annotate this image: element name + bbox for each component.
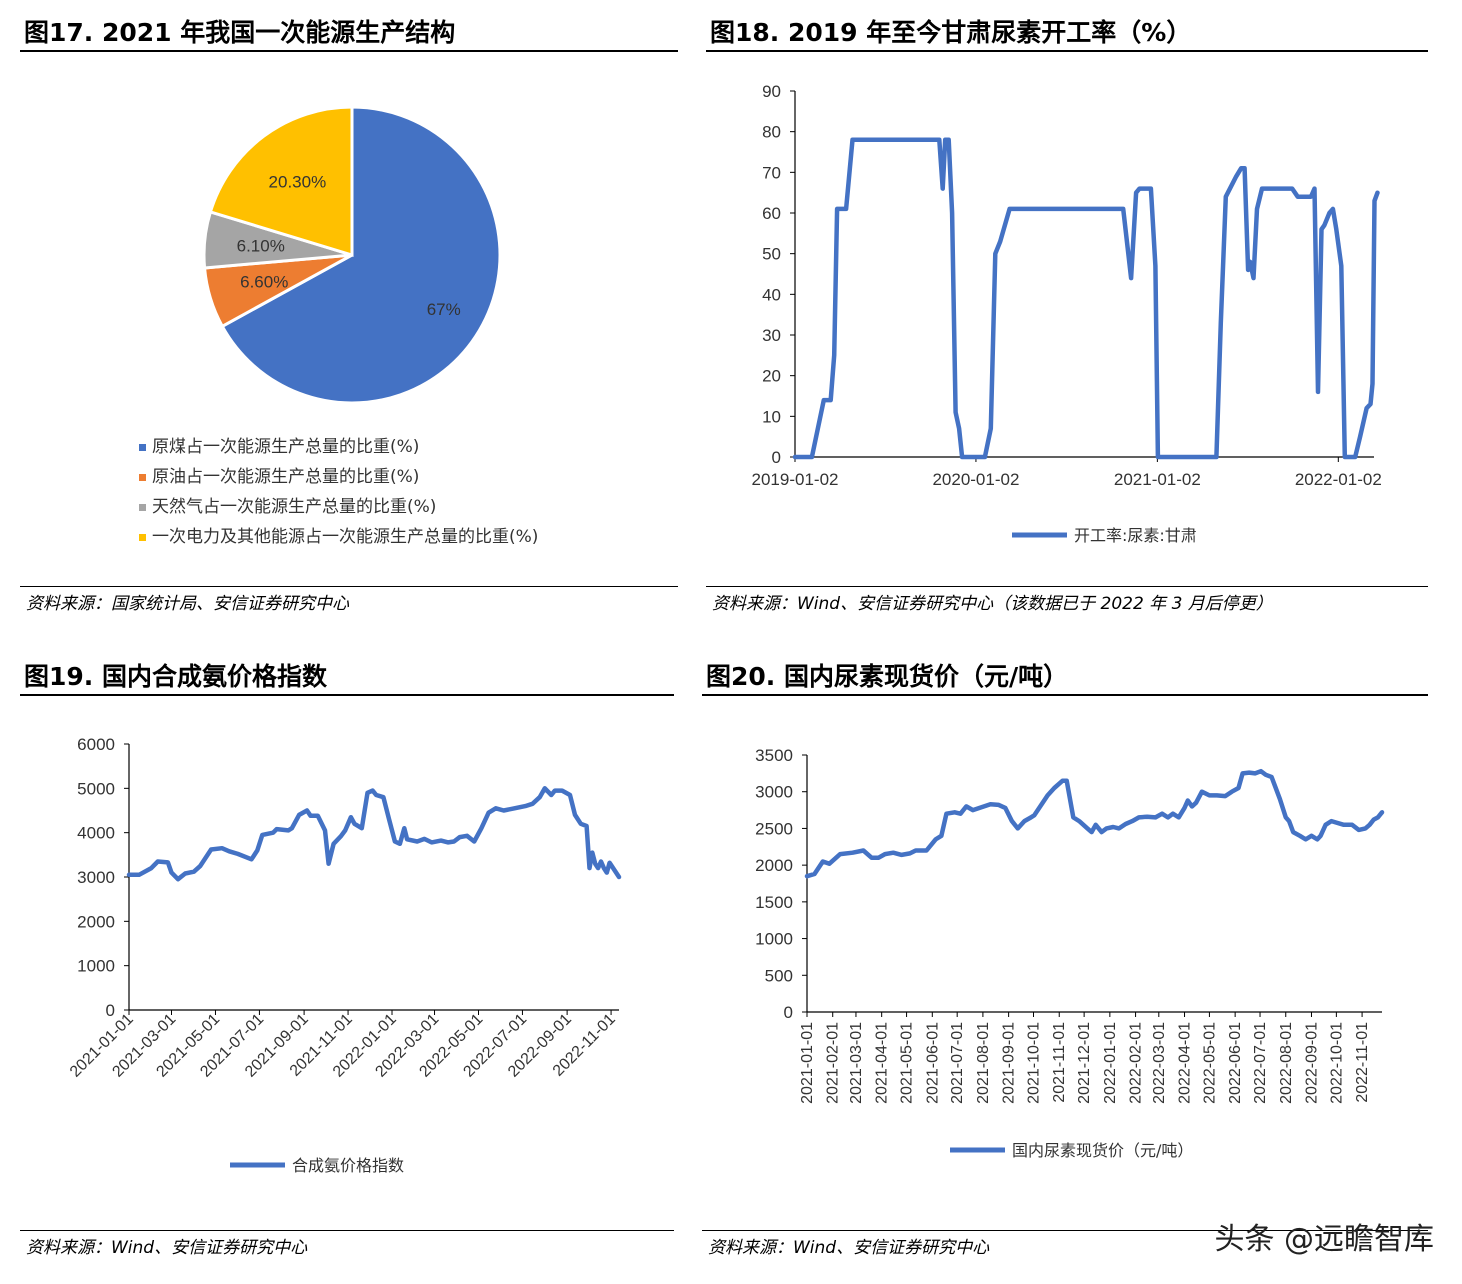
source-18: 资料来源：Wind、安信证券研究中心（该数据已于 2022 年 3 月后停更）	[712, 594, 1273, 614]
legend-label: 合成氨价格指数	[292, 1156, 404, 1175]
x-tick-label-4: 2021-05-01	[899, 1022, 916, 1104]
legend-label-2: 天然气占一次能源生产总量的比重(%)	[152, 497, 436, 517]
x-tick-label-18: 2022-07-01	[1252, 1022, 1269, 1104]
y-tick-label-6: 6000	[77, 735, 115, 754]
title-rule-17	[20, 50, 678, 52]
x-tick-label-16: 2022-05-01	[1201, 1022, 1218, 1104]
x-tick-label-13: 2022-02-01	[1128, 1022, 1145, 1104]
chart-title-19: 图19. 国内合成氨价格指数	[24, 662, 327, 691]
source-rule-20	[702, 1230, 1428, 1231]
y-tick-label-3: 30	[762, 326, 781, 345]
x-tick-label-10: 2021-11-01	[1051, 1022, 1068, 1103]
title-rule-20	[702, 694, 1428, 696]
y-tick-label-6: 60	[762, 204, 781, 223]
x-tick-label-3: 2022-01-02	[1295, 470, 1382, 489]
pie-label-0: 67%	[427, 300, 461, 319]
line-chart-20: 0 500 1000 1500 2000 2500 3000 3500 2021-01-01 20…	[755, 746, 1385, 1160]
series-line	[126, 786, 622, 882]
legend-marker-2	[139, 504, 146, 511]
y-tick-label-3: 1500	[755, 893, 793, 912]
pie-slice-3	[208, 105, 354, 258]
pie-label-2: 6.10%	[237, 237, 285, 256]
title-rule-18	[706, 50, 1428, 52]
source-17: 资料来源：国家统计局、安信证券研究中心	[26, 594, 349, 614]
legend-marker-3	[139, 534, 146, 541]
y-tick-label-7: 70	[762, 163, 781, 182]
chart-title-20: 图20. 国内尿素现货价（元/吨）	[706, 662, 1069, 691]
y-tick-label-2: 1000	[755, 930, 793, 949]
y-tick-label-9: 90	[762, 82, 781, 101]
x-tick-label-6: 2021-07-01	[949, 1022, 966, 1104]
y-tick-label-2: 20	[762, 367, 781, 386]
x-tick-label-21: 2022-10-01	[1328, 1022, 1345, 1104]
y-tick-label-4: 2000	[755, 856, 793, 875]
y-tick-label-5: 50	[762, 245, 781, 264]
x-tick-label-17: 2022-06-01	[1227, 1022, 1244, 1104]
y-tick-label-1: 10	[762, 407, 781, 426]
legend-label-3: 一次电力及其他能源占一次能源生产总量的比重(%)	[152, 527, 538, 547]
source-20: 资料来源：Wind、安信证券研究中心	[708, 1238, 990, 1258]
y-tick-label-1: 1000	[77, 957, 115, 976]
legend-label: 国内尿素现货价（元/吨）	[1012, 1141, 1193, 1160]
x-tick-label-7: 2021-08-01	[975, 1022, 992, 1104]
legend-label-1: 原油占一次能源生产总量的比重(%)	[152, 467, 419, 487]
legend-label-0: 原煤占一次能源生产总量的比重(%)	[152, 437, 419, 457]
x-tick-label-19: 2022-08-01	[1278, 1022, 1295, 1104]
x-tick-label-2: 2021-03-01	[848, 1022, 865, 1104]
title-rule-19	[20, 694, 674, 696]
pie-label-3: 20.30%	[269, 172, 327, 191]
source-19: 资料来源：Wind、安信证券研究中心	[26, 1238, 308, 1258]
source-rule-17	[20, 586, 678, 587]
y-tick-label-5: 2500	[755, 819, 793, 838]
x-tick-label-9: 2021-10-01	[1026, 1022, 1043, 1104]
pie-slice-0	[220, 105, 502, 405]
legend-marker-1	[139, 474, 146, 481]
y-tick-label-7: 3500	[755, 746, 793, 765]
x-tick-label-0: 2021-01-01	[799, 1022, 816, 1104]
x-tick-label-14: 2022-03-01	[1151, 1022, 1168, 1104]
source-rule-18	[706, 586, 1428, 587]
x-tick-label-1: 2020-01-02	[932, 470, 1019, 489]
y-tick-label-5: 5000	[77, 779, 115, 798]
y-tick-label-0: 0	[772, 448, 781, 467]
x-tick-label-8: 2021-09-01	[1001, 1022, 1018, 1104]
series-line	[792, 137, 1380, 460]
watermark: 头条 @远瞻智库	[1214, 1222, 1434, 1257]
chart-title-17: 图17. 2021 年我国一次能源生产结构	[24, 18, 456, 47]
x-tick-label-20: 2022-09-01	[1303, 1022, 1320, 1104]
legend-marker-0	[139, 444, 146, 451]
y-tick-label-6: 3000	[755, 783, 793, 802]
y-tick-label-4: 40	[762, 285, 781, 304]
x-tick-label-3: 2021-04-01	[874, 1022, 891, 1104]
x-tick-label-12: 2022-01-01	[1102, 1022, 1119, 1104]
pie-label-1: 6.60%	[240, 273, 288, 292]
y-tick-label-0: 0	[106, 1001, 115, 1020]
x-tick-label-5: 2021-06-01	[924, 1022, 941, 1104]
legend-label: 开工率:尿素:甘肃	[1074, 526, 1197, 545]
x-tick-label-22: 2022-11-01	[1354, 1022, 1371, 1103]
x-tick-label-0: 2019-01-02	[752, 470, 839, 489]
pie-chart-17: 67% 6.60% 6.10% 20.30% 原煤占一次能源生产总量的比重(%) 原油占一…	[139, 105, 538, 547]
line-chart-18: 0 10 20 30 40 50 60 70 80 90 2019-01-02 2020-01-02 2…	[752, 82, 1382, 545]
y-tick-label-0: 0	[784, 1003, 793, 1022]
x-tick-label-11: 2021-12-01	[1076, 1022, 1093, 1104]
y-tick-label-3: 3000	[77, 868, 115, 887]
x-tick-label-15: 2022-04-01	[1177, 1022, 1194, 1104]
source-rule-19	[20, 1230, 674, 1231]
y-tick-label-8: 80	[762, 123, 781, 142]
chart-title-18: 图18. 2019 年至今甘肃尿素开工率（%）	[710, 18, 1192, 47]
line-chart-19: 01000200030004000500060002021-01-012021-…	[67, 735, 622, 1175]
y-tick-label-1: 500	[765, 966, 793, 985]
x-tick-label-2: 2021-01-02	[1114, 470, 1201, 489]
x-tick-label-1: 2021-02-01	[825, 1022, 842, 1104]
y-tick-label-4: 4000	[77, 824, 115, 843]
y-tick-label-2: 2000	[77, 912, 115, 931]
series-line	[804, 768, 1385, 879]
